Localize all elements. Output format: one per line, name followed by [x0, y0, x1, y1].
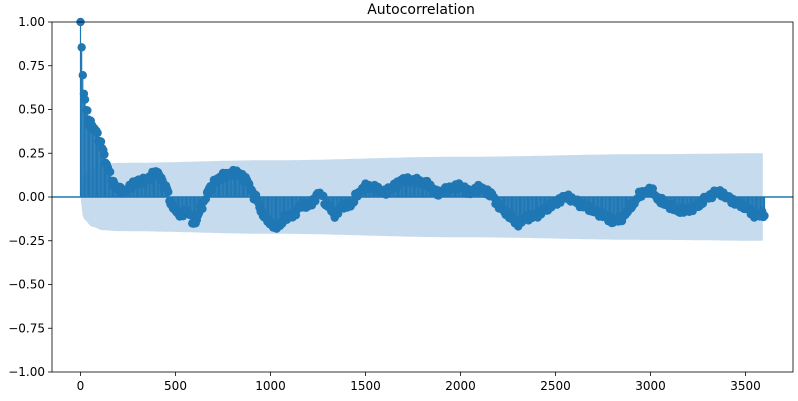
- y-tick-label: 0.50: [18, 103, 45, 117]
- x-tick-label: 500: [164, 379, 187, 393]
- x-tick-label: 3000: [635, 379, 666, 393]
- x-tick-label: 3500: [730, 379, 761, 393]
- y-tick-label: 1.00: [18, 15, 45, 29]
- acf-marker: [78, 71, 87, 80]
- x-tick-label: 1000: [255, 379, 286, 393]
- acf-marker: [77, 43, 86, 52]
- y-tick-label: −1.00: [8, 365, 45, 379]
- acf-marker: [760, 211, 769, 220]
- axes-layer: 0 500 1000 1500 2000 2500 3000 3500 −1.00 −0.75 −0…: [8, 15, 794, 393]
- acf-marker: [198, 204, 207, 214]
- y-tick-label: −0.75: [8, 321, 45, 335]
- y-tick-label: −0.25: [8, 234, 45, 248]
- acf-marker: [105, 167, 115, 177]
- acf-marker: [96, 137, 106, 146]
- y-tick-label: 0.75: [18, 59, 45, 73]
- chart-title: Autocorrelation: [367, 2, 475, 18]
- x-tick-label: 0: [77, 379, 85, 393]
- x-tick-label: 2000: [445, 379, 476, 393]
- acf-marker: [80, 95, 90, 104]
- acf-marker: [319, 191, 328, 201]
- y-tick-label: 0.25: [18, 146, 45, 160]
- acf-marker: [100, 150, 109, 159]
- y-tick-label: −0.50: [8, 278, 45, 292]
- acf-marker: [93, 128, 102, 138]
- y-tick-label: 0.00: [18, 190, 45, 204]
- x-tick-label: 2500: [540, 379, 571, 393]
- acf-marker: [83, 106, 92, 115]
- x-tick-label: 1500: [350, 379, 381, 393]
- acf-markers-layer: [76, 17, 769, 233]
- acf-marker: [164, 187, 173, 197]
